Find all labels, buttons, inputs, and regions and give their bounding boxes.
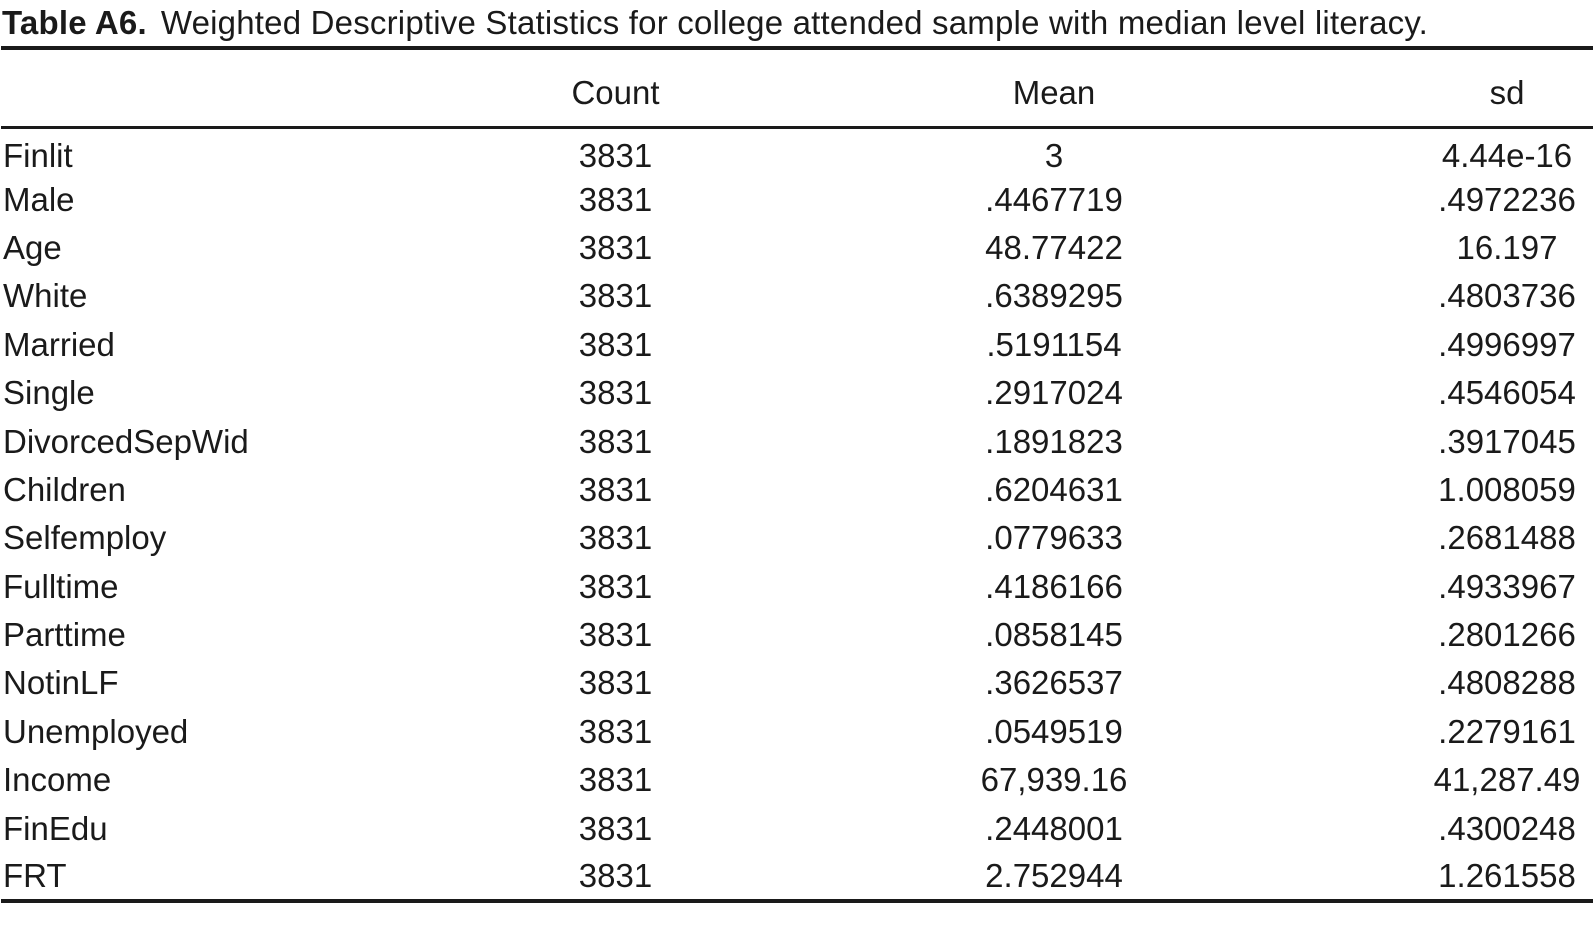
row-variable-label: White (3, 277, 88, 315)
row-count-value: 3831 (578, 712, 653, 750)
table-row: Parttime 3831 .0858145 .2801266 (1, 611, 1593, 659)
row-variable-label: NotinLF (3, 664, 119, 702)
row-variable-label: FinEdu (3, 809, 108, 847)
row-mean-value: .1891823 (985, 422, 1123, 460)
header-sd: sd (1301, 48, 1593, 129)
table-row: Married 3831 .5191154 .4996997 (1, 321, 1593, 369)
row-count-value: 3831 (578, 374, 653, 412)
row-sd-value: 4.44e-16 (1441, 136, 1573, 174)
row-variable-label: Income (3, 761, 112, 799)
row-mean-value: .6389295 (985, 277, 1123, 315)
table-row: FRT 3831 2.752944 1.261558 (1, 853, 1593, 901)
header-count: Count (424, 48, 807, 129)
row-variable-label: FRT (3, 857, 67, 895)
row-variable-label: Male (3, 180, 75, 218)
row-mean-value: .0779633 (985, 519, 1123, 557)
row-mean-value: .5191154 (986, 325, 1122, 363)
row-sd-value: .2681488 (1438, 519, 1576, 557)
row-mean-value: .0858145 (985, 616, 1123, 654)
row-sd-value: .4546054 (1438, 374, 1576, 412)
row-variable-label: DivorcedSepWid (3, 422, 249, 460)
row-sd-value: 1.008059 (1438, 470, 1576, 508)
table-row: Finlit 3831 3 4.44e-16 (1, 127, 1593, 175)
table-row: Male 3831 .4467719 .4972236 (1, 175, 1593, 223)
row-variable-label: Fulltime (3, 567, 119, 605)
header-mean: Mean (807, 48, 1301, 129)
row-mean-value: 3 (1044, 136, 1064, 174)
table-row: Income 3831 67,939.16 41,287.49 (1, 756, 1593, 804)
row-count-value: 3831 (578, 470, 653, 508)
row-sd-value: .4972236 (1438, 180, 1576, 218)
table-caption: Table A6. Weighted Descriptive Statistics… (0, 0, 1595, 46)
row-count-value: 3831 (578, 136, 653, 174)
row-mean-value: .2917024 (985, 374, 1123, 412)
table-row: FinEdu 3831 .2448001 .4300248 (1, 804, 1593, 852)
row-count-value: 3831 (578, 325, 653, 363)
table-row: Children 3831 .6204631 1.008059 (1, 466, 1593, 514)
table-caption-text: Weighted Descriptive Statistics for coll… (160, 4, 1428, 41)
row-mean-value: .4467719 (985, 180, 1123, 218)
row-variable-label: Single (3, 374, 95, 412)
row-mean-value: 67,939.16 (980, 761, 1128, 799)
table-row: Selfemploy 3831 .0779633 .2681488 (1, 514, 1593, 562)
table-row: Unemployed 3831 .0549519 .2279161 (1, 708, 1593, 756)
row-count-value: 3831 (578, 422, 653, 460)
table-row: NotinLF 3831 .3626537 .4808288 (1, 659, 1593, 707)
row-count-value: 3831 (578, 277, 653, 315)
row-variable-label: Age (3, 228, 62, 266)
header-row: Count Mean sd (1, 48, 1593, 129)
row-sd-value: .2801266 (1438, 616, 1576, 654)
row-mean-value: 2.752944 (985, 857, 1123, 895)
row-variable-label: Children (3, 470, 126, 508)
row-count-value: 3831 (578, 857, 653, 895)
table-row: White 3831 .6389295 .4803736 (1, 272, 1593, 320)
row-count-value: 3831 (578, 180, 653, 218)
row-variable-label: Finlit (3, 136, 73, 174)
row-mean-value: .0549519 (985, 712, 1123, 750)
row-sd-value: .3917045 (1438, 422, 1576, 460)
row-mean-value: .2448001 (985, 809, 1123, 847)
row-count-value: 3831 (578, 664, 653, 702)
row-count-value: 3831 (578, 616, 653, 654)
table-row: Fulltime 3831 .4186166 .4933967 (1, 563, 1593, 611)
header-variable (1, 48, 424, 129)
row-variable-label: Selfemploy (3, 519, 167, 557)
row-count-value: 3831 (578, 228, 653, 266)
row-variable-label: Unemployed (3, 712, 189, 750)
row-sd-value: .4300248 (1438, 809, 1576, 847)
row-sd-value: .4933967 (1438, 567, 1576, 605)
row-mean-value: .3626537 (985, 664, 1123, 702)
row-count-value: 3831 (578, 761, 653, 799)
row-count-value: 3831 (578, 519, 653, 557)
row-sd-value: .4808288 (1438, 664, 1576, 702)
row-variable-label: Parttime (3, 616, 126, 654)
table-row: Age 3831 48.77422 16.197 (1, 224, 1593, 272)
descriptive-statistics-table: Count Mean sd Finlit 3831 3 4.44e-16 Mal… (1, 46, 1593, 904)
table-caption-label: Table A6. (2, 4, 147, 41)
table-row: DivorcedSepWid 3831 .1891823 .3917045 (1, 417, 1593, 465)
row-count-value: 3831 (578, 809, 653, 847)
row-sd-value: 41,287.49 (1433, 761, 1581, 799)
row-sd-value: .2279161 (1438, 712, 1576, 750)
row-sd-value: 1.261558 (1438, 857, 1576, 895)
row-sd-value: 16.197 (1456, 228, 1558, 266)
row-count-value: 3831 (578, 567, 653, 605)
row-sd-value: .4803736 (1438, 277, 1576, 315)
row-mean-value: 48.77422 (985, 228, 1123, 266)
row-variable-label: Married (3, 325, 115, 363)
row-mean-value: .4186166 (985, 567, 1123, 605)
table-row: Single 3831 .2917024 .4546054 (1, 369, 1593, 417)
row-mean-value: .6204631 (985, 470, 1123, 508)
row-sd-value: .4996997 (1438, 325, 1576, 363)
